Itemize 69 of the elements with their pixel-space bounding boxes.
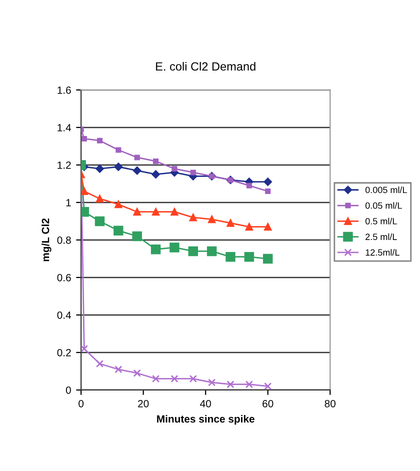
- point: [150, 244, 161, 254]
- point: [132, 166, 142, 175]
- y-tick-label: 0.2: [57, 348, 71, 356]
- point: [170, 208, 178, 216]
- point: [226, 219, 234, 227]
- point: [245, 223, 253, 231]
- point: [170, 374, 178, 383]
- legend-label: 0.005 ml/L: [365, 186, 407, 194]
- point: [153, 158, 159, 164]
- point: [245, 380, 253, 388]
- y-tick-label: 1.6: [58, 86, 71, 94]
- y-tick-label: 1.4: [58, 124, 72, 132]
- point: [172, 166, 178, 172]
- point: [262, 254, 273, 264]
- point: [264, 223, 272, 231]
- y-tick-label: 0.8: [57, 236, 71, 244]
- point: [264, 178, 272, 186]
- point: [206, 246, 217, 256]
- point: [96, 360, 104, 368]
- x-tick-label: 0: [78, 400, 84, 408]
- point: [208, 216, 216, 224]
- y-tick-label: 1.2: [58, 161, 71, 169]
- point: [132, 231, 142, 242]
- x-axis-title: Minutes since spike: [157, 414, 254, 425]
- point: [208, 378, 216, 386]
- point: [264, 382, 272, 390]
- point: [152, 374, 160, 383]
- legend-label: 12.5ml/L: [366, 249, 400, 256]
- y-tick-label: 0.6: [57, 274, 71, 282]
- point: [246, 182, 252, 188]
- y-tick-label: 1: [66, 199, 71, 206]
- point: [189, 374, 197, 383]
- point: [133, 369, 141, 377]
- point: [190, 170, 196, 176]
- point: [81, 187, 88, 196]
- point: [152, 170, 160, 178]
- x-tick-label: 20: [138, 400, 149, 408]
- point: [96, 164, 104, 173]
- x-tick-label: 80: [324, 400, 336, 408]
- point: [188, 246, 198, 256]
- point: [170, 242, 180, 252]
- point: [81, 136, 87, 142]
- point: [96, 138, 103, 144]
- point: [152, 208, 160, 216]
- point: [114, 162, 123, 171]
- x-tick-label: 40: [200, 400, 211, 408]
- y-tick-label: 0: [66, 386, 71, 394]
- legend-label: 0.5 ml/L: [365, 218, 397, 224]
- point: [96, 194, 104, 203]
- point: [226, 252, 236, 262]
- point: [226, 380, 234, 388]
- point: [81, 344, 88, 353]
- point: [114, 200, 122, 208]
- chart-title: E. coli Cl2 Demand: [156, 62, 256, 71]
- point: [94, 216, 105, 226]
- y-axis-title: mg/L Cl2: [42, 218, 52, 262]
- point: [265, 188, 271, 194]
- y-tick-label: 0.4: [57, 311, 72, 319]
- legend-label: 0.05 ml/L: [365, 202, 402, 209]
- point: [81, 206, 90, 217]
- point: [133, 208, 141, 216]
- point: [116, 147, 122, 153]
- point: [114, 226, 124, 236]
- point: [189, 214, 197, 222]
- point: [114, 366, 122, 374]
- point: [244, 252, 254, 262]
- legend-label: 2.5 ml/L: [366, 233, 397, 240]
- x-tick-label: 60: [262, 400, 274, 408]
- point: [134, 154, 140, 160]
